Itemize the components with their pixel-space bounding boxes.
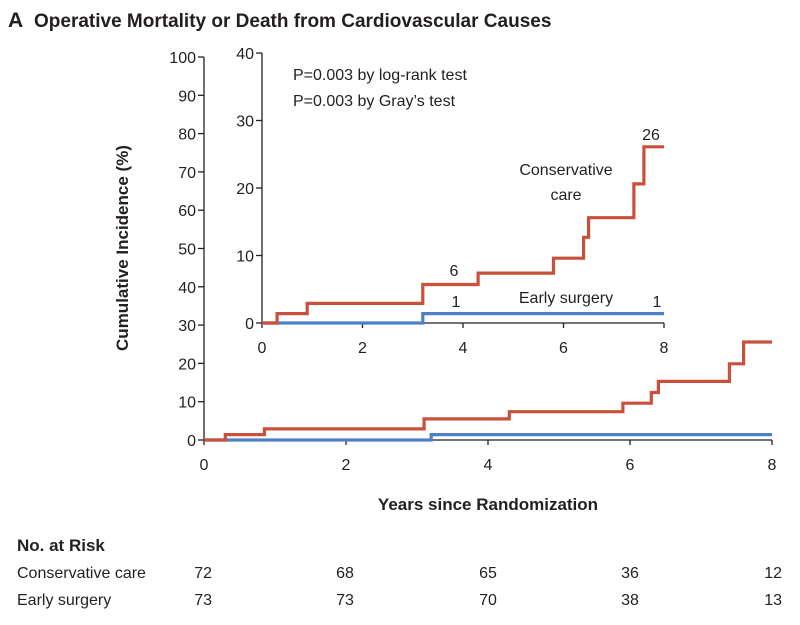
inset-series-early-surgery [262, 312, 664, 325]
risk-table: Conservative care 72 68 65 36 12 Early surgery… [17, 565, 782, 609]
inset-series-conservative-care [262, 145, 664, 325]
main-y-tick-label: 50 [178, 242, 196, 259]
risk-value: 38 [621, 592, 639, 609]
grays-test-annotation: P=0.003 by Gray’s test [293, 93, 456, 110]
main-y-tick-label: 20 [178, 356, 196, 373]
risk-value: 68 [336, 565, 354, 582]
main-y-tick-label: 80 [178, 127, 196, 144]
inset-y-tick-label: 10 [236, 249, 254, 266]
risk-row-label: Early surgery [17, 592, 111, 609]
risk-value: 73 [194, 592, 212, 609]
risk-table-title: No. at Risk [17, 536, 105, 555]
risk-value: 73 [336, 592, 354, 609]
main-y-tick-label: 30 [178, 318, 196, 335]
inset-x-tick-label: 0 [258, 340, 267, 357]
risk-value: 36 [621, 565, 639, 582]
early-count-label: 1 [452, 294, 461, 311]
chart-title: Operative Mortality or Death from Cardio… [34, 11, 551, 32]
risk-value: 12 [764, 565, 782, 582]
log-rank-annotation: P=0.003 by log-rank test [293, 67, 467, 84]
risk-row-label: Conservative care [17, 565, 146, 582]
inset-y-tick-label: 30 [236, 114, 254, 131]
risk-value: 72 [194, 565, 212, 582]
inset-x-tick-label: 2 [358, 340, 367, 357]
early-surgery-label: Early surgery [519, 290, 613, 307]
main-x-tick-label: 2 [342, 457, 351, 474]
main-series-conservative-care [204, 340, 772, 442]
x-axis-title: Years since Randomization [378, 495, 598, 514]
inset-x-tick-label: 8 [660, 340, 669, 357]
panel-letter: A [8, 9, 23, 32]
main-x-tick-label: 0 [200, 457, 209, 474]
main-x-tick-label: 4 [484, 457, 493, 474]
inset-y-tick-label: 40 [236, 46, 254, 63]
y-axis-title: Cumulative Incidence (%) [113, 145, 132, 351]
conservative-end-label: 26 [642, 127, 660, 144]
main-y-tick-label: 90 [178, 88, 196, 105]
main-y-tick-label: 0 [187, 433, 196, 450]
inset-y-tick-label: 20 [236, 181, 254, 198]
inset-x-tick-label: 4 [459, 340, 468, 357]
main-y-tick-label: 100 [169, 50, 196, 67]
inset-chart: 0 10 20 30 40 0 2 4 6 8 [236, 46, 668, 357]
risk-value: 13 [764, 592, 782, 609]
conservative-care-label-line2: care [550, 187, 581, 204]
inset-y-tick-label: 0 [245, 316, 254, 333]
main-y-tick-label: 10 [178, 395, 196, 412]
inset-x-tick-label: 6 [559, 340, 568, 357]
conservative-count-label: 6 [450, 263, 459, 280]
main-x-tick-label: 6 [626, 457, 635, 474]
risk-value: 65 [479, 565, 497, 582]
main-y-tick-label: 60 [178, 203, 196, 220]
conservative-care-label-line1: Conservative [519, 162, 612, 179]
main-x-tick-label: 8 [768, 457, 777, 474]
main-y-tick-label: 40 [178, 280, 196, 297]
risk-value: 70 [479, 592, 497, 609]
main-series-early-surgery [204, 433, 772, 442]
main-y-tick-label: 70 [178, 165, 196, 182]
early-end-label: 1 [653, 294, 662, 311]
